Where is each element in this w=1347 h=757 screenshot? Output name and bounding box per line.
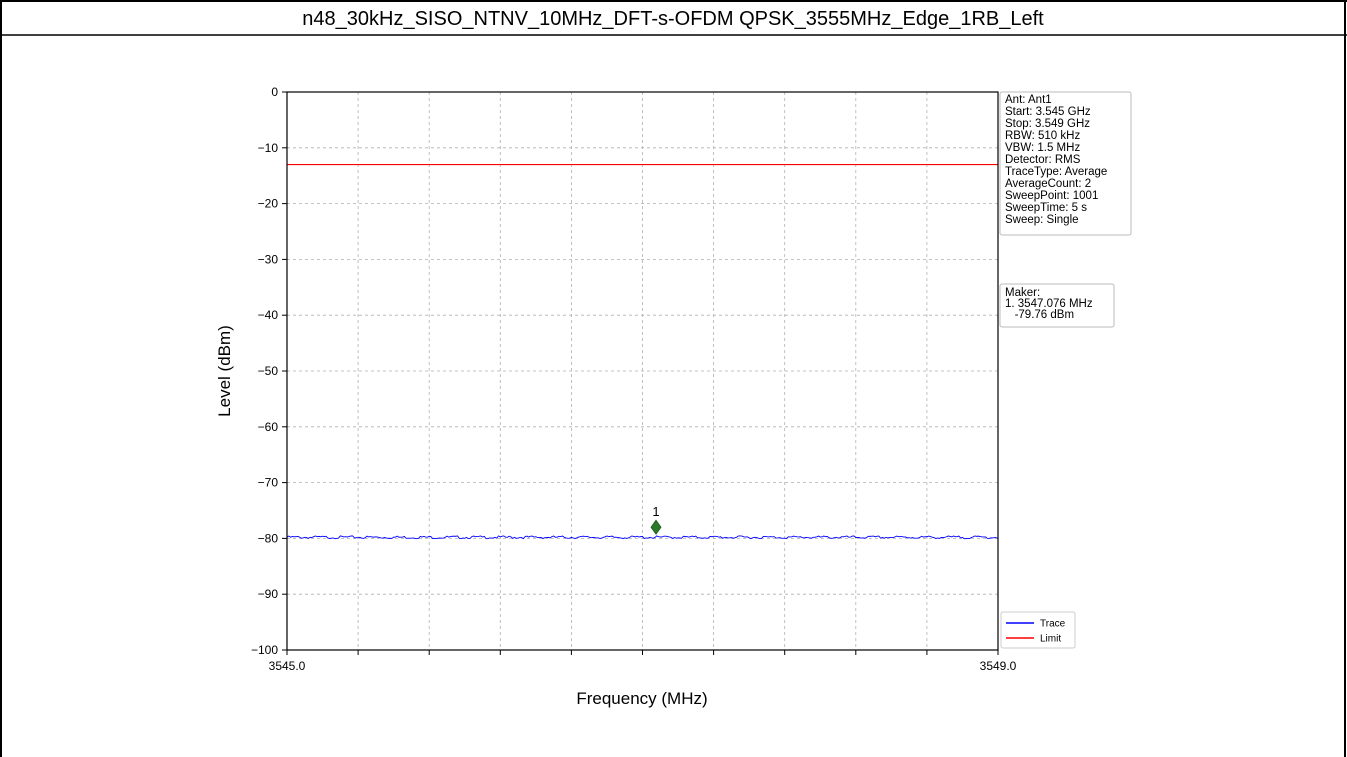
y-tick-label: −100 (251, 643, 278, 657)
series-line-trace (286, 535, 999, 540)
y-tick-label: −30 (258, 252, 279, 266)
y-tick-label: −70 (258, 476, 279, 490)
marker-box (999, 283, 1115, 328)
info-line: Ant: Ant1 (1005, 94, 1052, 106)
marker-box-line: -79.76 dBm (1005, 309, 1074, 321)
page-title: n48_30kHz_SISO_NTNV_10MHz_DFT-s-OFDM QPS… (302, 8, 1044, 30)
tick-layer: 3545.0 3549.0 0 −10 −20 −30 −40 −50 −60 −70 −80 −90… (251, 85, 1017, 673)
y-tick-label: −40 (258, 308, 279, 322)
marker-box-line: Maker: (1005, 287, 1040, 299)
grid-layer (287, 92, 998, 650)
info-line: Stop: 3.549 GHz (1005, 118, 1090, 130)
y-tick-label: −80 (258, 531, 279, 545)
legend-label-trace: Trace (1040, 619, 1066, 630)
y-tick-label: −10 (258, 141, 279, 155)
y-tick-label: −90 (258, 587, 279, 601)
info-line: TraceType: Average (1005, 166, 1107, 178)
x-tick-label: 3545.0 (269, 659, 306, 673)
marker-label: 1 (652, 504, 659, 519)
info-box (999, 91, 1132, 236)
legend-entries: Trace Limit (1006, 619, 1066, 645)
marker-point (650, 519, 662, 535)
legend-box (1000, 611, 1076, 649)
series-layer (286, 163, 999, 540)
info-line: Sweep: Single (1005, 214, 1079, 226)
info-line: VBW: 1.5 MHz (1005, 142, 1080, 154)
info-line: SweepTime: 5 s (1005, 202, 1087, 214)
info-line: AverageCount: 2 (1005, 178, 1091, 190)
info-line: RBW: 510 kHz (1005, 130, 1080, 142)
info-line: Detector: RMS (1005, 154, 1081, 166)
y-tick-label: −60 (258, 420, 279, 434)
x-tick-label: 3549.0 (980, 659, 1017, 673)
marker-layer: 1 (650, 504, 662, 535)
info-line: Start: 3.545 GHz (1005, 106, 1091, 118)
marker-box-lines: Maker:1. 3547.076 MHz -79.76 dBm (1005, 287, 1093, 321)
info-line: SweepPoint: 1001 (1005, 190, 1098, 202)
x-axis-label: Frequency (MHz) (576, 689, 707, 708)
y-axis-label: Level (dBm) (215, 325, 234, 417)
y-tick-label: −50 (258, 364, 279, 378)
marker-box-line: 1. 3547.076 MHz (1005, 298, 1093, 310)
y-tick-label: 0 (271, 85, 278, 99)
legend-label-limit: Limit (1040, 634, 1061, 645)
y-tick-label: −20 (258, 197, 279, 211)
